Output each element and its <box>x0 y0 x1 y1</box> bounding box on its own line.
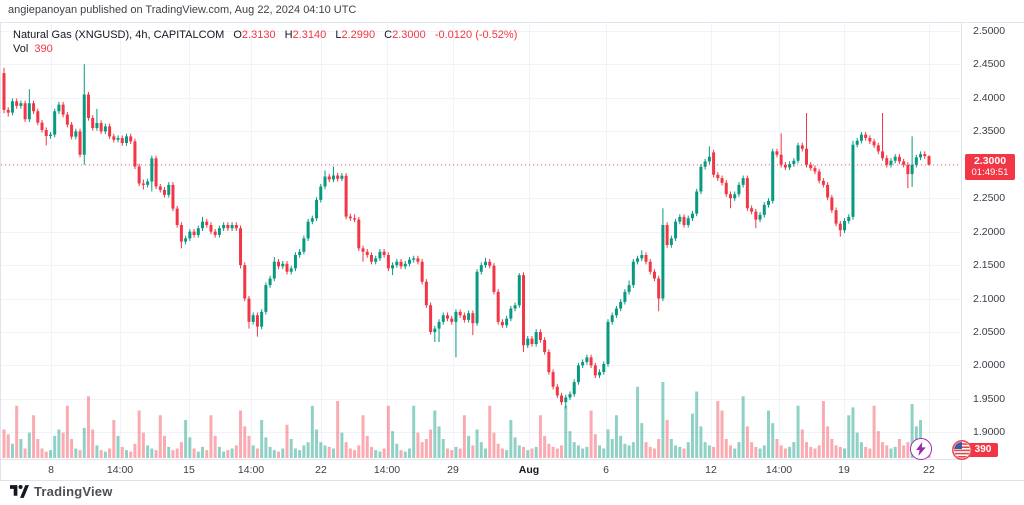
price-tick-label: 2.1500 <box>973 259 1006 272</box>
time-tick-label: 22 <box>923 464 935 476</box>
price-tick-label: 1.9000 <box>973 426 1006 439</box>
tradingview-logo[interactable]: TradingView <box>10 484 113 499</box>
price-tick-label: 2.1000 <box>973 292 1006 305</box>
price-tick-label: 2.4000 <box>973 91 1006 104</box>
chart-pane[interactable] <box>1 23 961 459</box>
volume-bars-up <box>10 382 923 458</box>
volume-label: Vol <box>13 43 29 55</box>
chart-legend[interactable]: Natural Gas (XNGUSD), 4h, CAPITALCOM O2.… <box>13 28 517 56</box>
candle-wicks-down <box>3 67 930 405</box>
candle-wicks-up <box>11 64 922 409</box>
volume-value: 390 <box>34 43 53 55</box>
ohlc-low: L2.2990 <box>335 29 376 41</box>
candle-bodies-down <box>2 73 931 403</box>
bar-countdown: 01:49:51 <box>971 166 1009 178</box>
symbol-title: Natural Gas (XNGUSD), 4h, CAPITALCOM <box>13 29 225 41</box>
price-tick-label: 2.4500 <box>973 58 1006 71</box>
time-tick-label: 22 <box>315 464 327 476</box>
time-tick-label: 29 <box>447 464 459 476</box>
attribution-text: angiepanoyan published on TradingView.co… <box>8 4 357 16</box>
price-tick-label: 2.2500 <box>973 192 1006 205</box>
lightning-icon <box>916 442 926 456</box>
legend-row-symbol: Natural Gas (XNGUSD), 4h, CAPITALCOM O2.… <box>13 28 517 42</box>
legend-row-volume: Vol 390 <box>13 42 517 56</box>
time-tick-label: 14:00 <box>765 464 793 476</box>
change-value: -0.0120 (-0.52%) <box>434 29 518 41</box>
ohlc-high: H2.3140 <box>284 29 327 41</box>
time-tick-label: 12 <box>705 464 717 476</box>
grid-lines <box>1 23 961 459</box>
current-volume-badge: 390 <box>968 443 998 457</box>
tradingview-mark-icon <box>10 485 29 498</box>
price-tick-label: 2.3500 <box>973 125 1006 138</box>
price-tick-label: 2.0500 <box>973 325 1006 338</box>
time-axis[interactable]: 8 14:00 15 14:00 22 14:00 29 Aug 6 12 14:00 19 22 <box>1 459 961 481</box>
price-axis[interactable]: 2.3000 01:49:51 390 2.5000 2.4500 2.4000 2.… <box>952 23 1024 480</box>
current-price-value: 2.3000 <box>973 154 1007 167</box>
time-tick-label: 14:00 <box>237 464 265 476</box>
time-tick-label: 19 <box>838 464 850 476</box>
usa-flag-icon <box>952 440 972 460</box>
price-tick-label: 1.9500 <box>973 392 1006 405</box>
ohlc-close: C2.3000 <box>384 29 426 41</box>
price-tick-label: 2.2000 <box>973 225 1006 238</box>
time-tick-label: Aug <box>518 464 540 476</box>
volume-bars-down <box>2 396 931 458</box>
time-tick-label: 14:00 <box>106 464 134 476</box>
time-tick-label: 6 <box>603 464 609 476</box>
chart-widget: Natural Gas (XNGUSD), 4h, CAPITALCOM O2.… <box>0 22 1024 481</box>
time-tick-label: 14:00 <box>373 464 401 476</box>
time-tick-label: 8 <box>48 464 54 476</box>
candle-bodies-up <box>10 94 923 403</box>
current-price-badge: 2.3000 01:49:51 <box>965 153 1015 180</box>
price-pane-svg <box>1 23 961 459</box>
price-tick-label: 2.0000 <box>973 359 1006 372</box>
price-tick-label: 2.5000 <box>973 25 1006 38</box>
time-tick-label: 15 <box>183 464 195 476</box>
tradingview-logo-text: TradingView <box>34 484 113 499</box>
ohlc-open: O2.3130 <box>233 29 276 41</box>
instant-order-button[interactable] <box>910 438 932 460</box>
